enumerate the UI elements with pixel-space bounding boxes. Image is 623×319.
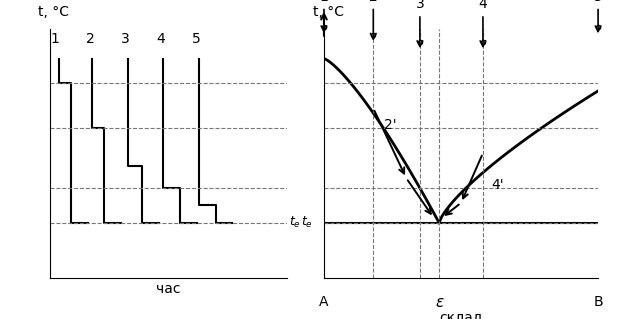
Text: 1: 1	[320, 0, 328, 32]
X-axis label: час: час	[156, 282, 181, 296]
Text: 5: 5	[193, 32, 201, 46]
Text: 2': 2'	[384, 118, 397, 132]
Text: 2: 2	[86, 32, 95, 46]
Text: $t_е$: $t_е$	[301, 215, 313, 230]
Text: 3: 3	[121, 32, 130, 46]
Text: B: B	[593, 295, 603, 309]
Text: 4': 4'	[491, 178, 504, 192]
Text: 3: 3	[416, 0, 424, 47]
Text: t, °C: t, °C	[38, 5, 69, 19]
Text: $t_е$: $t_е$	[289, 215, 301, 230]
Text: ε: ε	[435, 295, 443, 310]
Text: 4: 4	[157, 32, 166, 46]
Text: 1: 1	[50, 32, 59, 46]
Text: A: A	[319, 295, 329, 309]
Text: t, °C: t, °C	[313, 5, 344, 19]
Text: склад: склад	[439, 310, 483, 319]
Text: 2: 2	[369, 0, 378, 39]
Text: 5: 5	[594, 0, 602, 32]
Text: 4: 4	[478, 0, 487, 47]
